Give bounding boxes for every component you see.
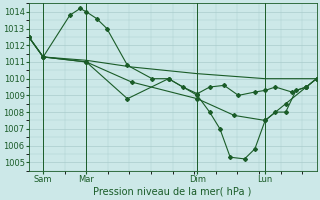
X-axis label: Pression niveau de la mer( hPa ): Pression niveau de la mer( hPa ) — [93, 187, 252, 197]
